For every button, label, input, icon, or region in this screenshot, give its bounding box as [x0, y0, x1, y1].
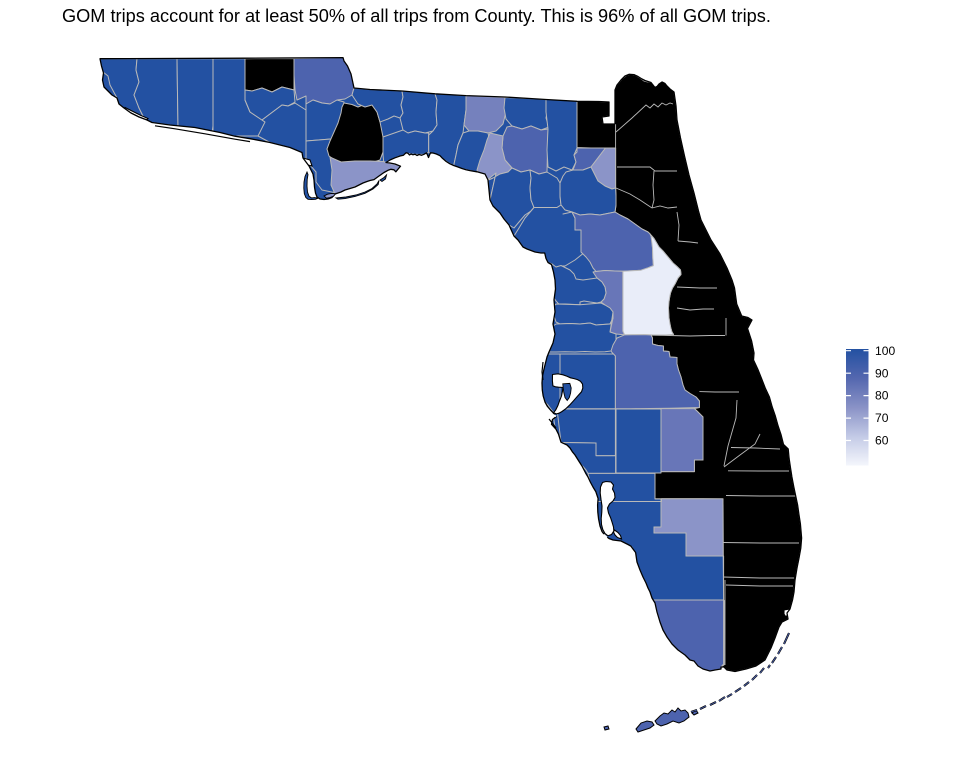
svg-text:80: 80	[875, 389, 889, 403]
svg-text:90: 90	[875, 366, 889, 380]
svg-text:GOM trips account for at least: GOM trips account for at least 50% of al…	[62, 6, 771, 26]
svg-text:100: 100	[875, 344, 895, 358]
svg-text:60: 60	[875, 434, 889, 448]
svg-text:70: 70	[875, 411, 889, 425]
